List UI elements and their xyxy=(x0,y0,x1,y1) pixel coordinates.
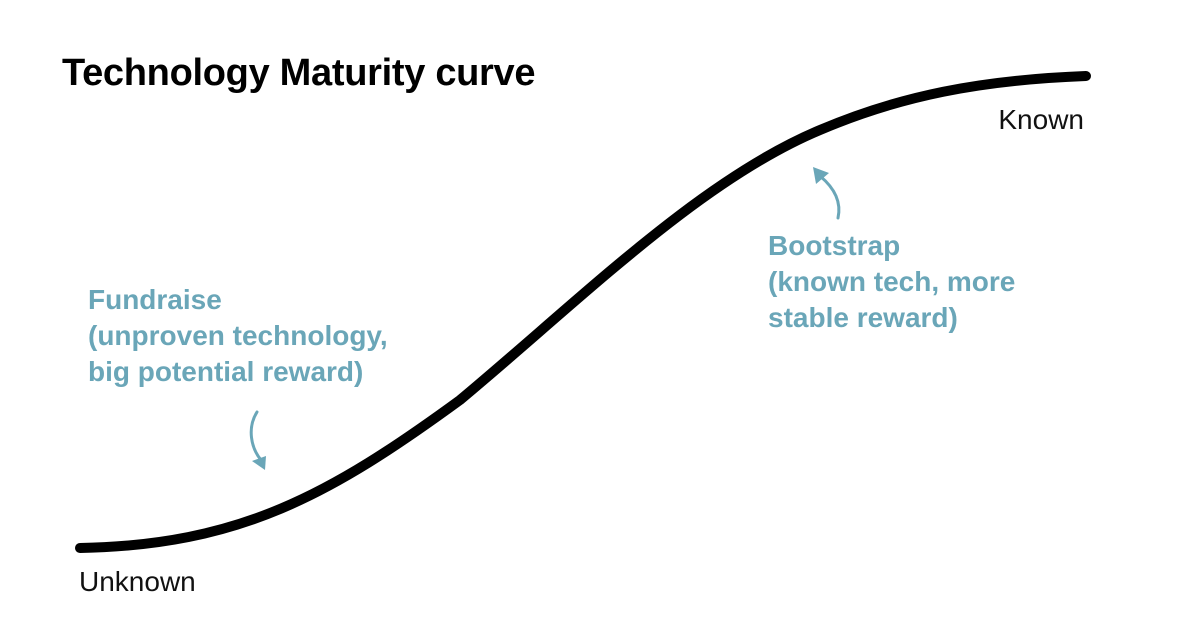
s-curve xyxy=(75,71,1091,553)
label-known: Known xyxy=(998,104,1084,135)
fundraise-detail-line-2: big potential reward) xyxy=(88,356,364,387)
fundraise-annotation: Fundraise (unproven technology, big pote… xyxy=(88,282,388,390)
fundraise-arrowhead xyxy=(252,456,266,470)
fundraise-detail-line-1: (unproven technology, xyxy=(88,320,388,351)
fundraise-heading: Fundraise xyxy=(88,284,222,315)
bootstrap-arrow xyxy=(818,174,841,220)
bootstrap-arrowhead xyxy=(813,167,829,184)
fundraise-arrow xyxy=(249,410,263,462)
bootstrap-detail-line-2: stable reward) xyxy=(768,302,958,333)
bootstrap-heading: Bootstrap xyxy=(768,230,901,261)
bootstrap-annotation: Bootstrap (known tech, more stable rewar… xyxy=(768,228,1015,336)
label-unknown: Unknown xyxy=(79,566,196,597)
bootstrap-detail-line-1: (known tech, more xyxy=(768,266,1016,297)
diagram-title: Technology Maturity curve xyxy=(62,52,536,94)
